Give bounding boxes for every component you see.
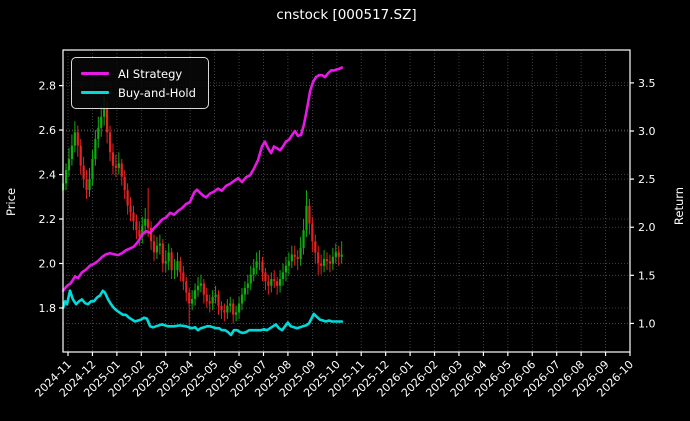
- chart-title: cnstock [000517.SZ]: [276, 7, 417, 23]
- legend: AI Strategy Buy-and-Hold: [71, 57, 209, 109]
- return-tick-label: 3.5: [638, 77, 656, 90]
- price-tick-label: 2.6: [39, 124, 57, 137]
- return-tick-label: 2.0: [638, 221, 656, 234]
- legend-item-ai-strategy: AI Strategy: [81, 64, 196, 83]
- buy-and-hold-line-swatch: [81, 91, 109, 94]
- return-tick-label: 2.5: [638, 173, 656, 186]
- buy-and-hold-line: [61, 289, 344, 337]
- return-tick-label: 1.5: [638, 269, 656, 282]
- legend-label: AI Strategy: [118, 66, 183, 81]
- price-tick-label: 2.8: [39, 80, 57, 93]
- return-tick-label: 3.0: [638, 125, 656, 138]
- legend-label: Buy-and-Hold: [118, 85, 196, 100]
- ai-strategy-line: [61, 66, 344, 293]
- price-tick-label: 2.4: [39, 169, 57, 182]
- price-tick-label: 1.8: [39, 302, 57, 315]
- plot-border: [62, 49, 631, 353]
- ai-strategy-line-swatch: [81, 72, 109, 75]
- return-tick-label: 1.0: [638, 317, 656, 330]
- price-tick-label: 2.0: [39, 257, 57, 270]
- price-tick-label: 2.2: [39, 213, 57, 226]
- legend-item-buy-and-hold: Buy-and-Hold: [81, 83, 196, 102]
